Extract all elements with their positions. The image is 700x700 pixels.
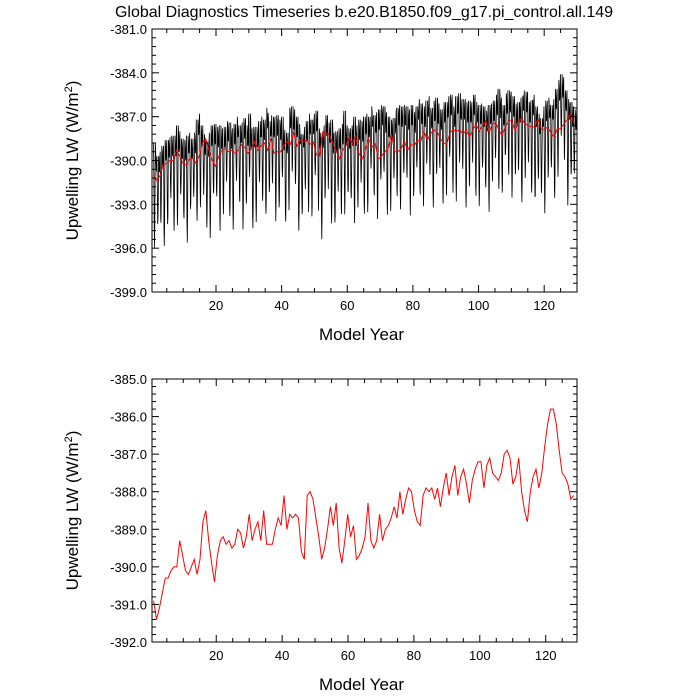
y-tick-label: -384.0 [110,66,147,81]
y-tick-label: -391.0 [110,597,147,612]
top-timeseries-panel: 20 40 60 80 100 120 -381.0 -384.0 -387.0 -390.0 -3… [63,22,578,344]
y-axis-label: Upwelling LW (W/m2) [63,81,82,241]
monthly-series-line [153,74,578,248]
x-tick-label: 60 [341,648,355,663]
y-tick-label: -393.0 [110,197,147,212]
x-tick-label: 80 [407,648,421,663]
x-tick-label: 120 [533,298,555,313]
y-tick-label: -389.0 [110,522,147,537]
x-tick-label: 20 [209,298,223,313]
y-tick-label: -390.0 [110,154,147,169]
plot-frame [151,28,578,293]
y-tick-label: -381.0 [110,22,147,37]
x-axis-label: Model Year [319,325,404,344]
x-axis-label: Model Year [319,675,404,694]
x-tick-label: 100 [469,648,491,663]
x-tick-label: 80 [406,298,420,313]
x-tick-label: 60 [340,298,354,313]
y-tick-label: -385.0 [110,372,147,387]
y-tick-label: -386.0 [110,410,147,425]
annual-mean-series-line [153,408,575,620]
y-tick-label: -396.0 [110,241,147,256]
y-tick-label: -392.0 [110,635,147,650]
x-tick-label: 40 [275,648,289,663]
y-axis-label: Upwelling LW (W/m2) [63,431,82,591]
x-tick-label: 20 [209,648,223,663]
y-tick-label: -388.0 [110,485,147,500]
bottom-timeseries-panel: 20 40 60 80 100 120 -385.0 -386.0 -387.0 -388.0 -3… [63,372,578,694]
y-tick-label: -399.0 [110,285,147,300]
y-tick-label: -387.0 [110,110,147,125]
x-tick-label: 120 [535,648,557,663]
y-tick-label: -387.0 [110,447,147,462]
plot-frame [151,378,578,643]
annual-mean-series-line [153,112,575,183]
x-tick-label: 100 [468,298,490,313]
x-tick-label: 40 [274,298,288,313]
figure-title: Global Diagnostics Timeseries b.e20.B185… [115,4,613,21]
y-tick-label: -390.0 [110,560,147,575]
